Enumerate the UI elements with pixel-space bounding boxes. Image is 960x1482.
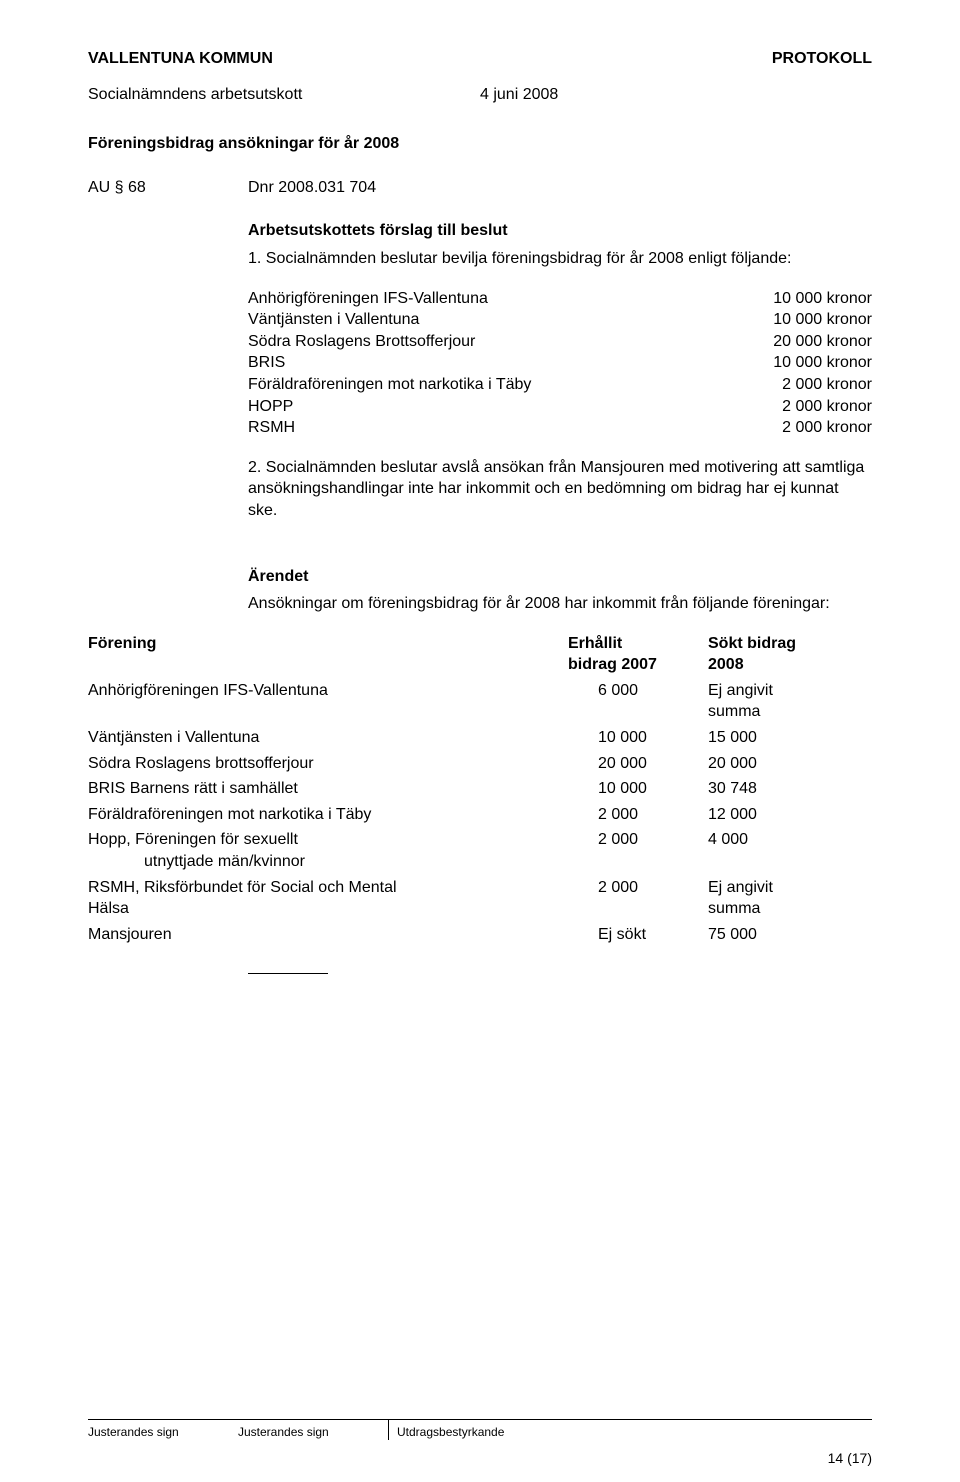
grant-name: Södra Roslagens Brottsofferjour bbox=[248, 331, 732, 353]
grant-name: HOPP bbox=[248, 396, 732, 418]
cell-2007: 20 000 bbox=[568, 753, 708, 775]
spacer bbox=[248, 540, 872, 566]
proposal-heading: Arbetsutskottets förslag till beslut bbox=[248, 220, 872, 242]
cell-2008: 30 748 bbox=[708, 778, 872, 800]
col-sokt-l1: Sökt bidrag bbox=[708, 633, 872, 655]
grant-amount: 10 000 kronor bbox=[732, 309, 872, 331]
grant-row: HOPP 2 000 kronor bbox=[248, 396, 872, 418]
cell-2007: 10 000 bbox=[568, 778, 708, 800]
cell-2007: 6 000 bbox=[568, 680, 708, 723]
grant-list: Anhörigföreningen IFS-Vallentuna 10 000 … bbox=[248, 288, 872, 439]
cell-name: Hopp, Föreningen för sexuellt utnyttjade… bbox=[88, 829, 568, 872]
grant-amount: 2 000 kronor bbox=[732, 396, 872, 418]
cell-2008-l2: summa bbox=[708, 898, 872, 920]
footer: Justerandes sign Justerandes sign Utdrag… bbox=[88, 1419, 872, 1440]
cell-2008: 75 000 bbox=[708, 924, 872, 946]
cell-2007: 2 000 bbox=[568, 829, 708, 872]
cell-2008: 20 000 bbox=[708, 753, 872, 775]
grant-name: Föräldraföreningen mot narkotika i Täby bbox=[248, 374, 732, 396]
page-number: 14 (17) bbox=[828, 1449, 872, 1468]
footer-sign-2: Justerandes sign bbox=[238, 1420, 388, 1440]
col-erhallit: Erhållit bidrag 2007 bbox=[568, 633, 708, 676]
table-row: Mansjouren Ej sökt 75 000 bbox=[88, 924, 872, 946]
cell-name-l2: utnyttjade män/kvinnor bbox=[88, 851, 568, 873]
grant-name: Anhörigföreningen IFS-Vallentuna bbox=[248, 288, 732, 310]
meeting-date: 4 juni 2008 bbox=[480, 84, 558, 106]
table-row: Anhörigföreningen IFS-Vallentuna 6 000 E… bbox=[88, 680, 872, 723]
cell-2007: Ej sökt bbox=[568, 924, 708, 946]
page: VALLENTUNA KOMMUN PROTOKOLL Socialnämnde… bbox=[0, 0, 960, 1482]
grant-row: Anhörigföreningen IFS-Vallentuna 10 000 … bbox=[248, 288, 872, 310]
col-erhallit-l1: Erhållit bbox=[568, 633, 708, 655]
table-row: RSMH, Riksförbundet för Social och Menta… bbox=[88, 877, 872, 920]
grant-row: Föräldraföreningen mot narkotika i Täby … bbox=[248, 374, 872, 396]
grant-row: RSMH 2 000 kronor bbox=[248, 417, 872, 439]
cell-2008: Ej angivit summa bbox=[708, 877, 872, 920]
col-sokt-l2: 2008 bbox=[708, 654, 872, 676]
grant-amount: 10 000 kronor bbox=[732, 288, 872, 310]
proposal-item-1: 1. Socialnämnden beslutar bevilja föreni… bbox=[248, 248, 872, 270]
cell-name: Anhörigföreningen IFS-Vallentuna bbox=[88, 680, 568, 723]
cell-name-l1: Hopp, Föreningen för sexuellt bbox=[88, 829, 568, 851]
bidrag-table: Förening Erhållit bidrag 2007 Sökt bidra… bbox=[88, 633, 872, 946]
grant-row: BRIS 10 000 kronor bbox=[248, 352, 872, 374]
col-erhallit-l2: bidrag 2007 bbox=[568, 654, 708, 676]
grant-row: Södra Roslagens Brottsofferjour 20 000 k… bbox=[248, 331, 872, 353]
table-row: Södra Roslagens brottsofferjour 20 000 2… bbox=[88, 753, 872, 775]
agenda-title: Föreningsbidrag ansökningar för år 2008 bbox=[88, 133, 872, 155]
grant-amount: 20 000 kronor bbox=[732, 331, 872, 353]
au-number: AU § 68 bbox=[88, 177, 248, 199]
cell-2007: 2 000 bbox=[568, 804, 708, 826]
col-sokt: Sökt bidrag 2008 bbox=[708, 633, 872, 676]
cell-name: BRIS Barnens rätt i samhället bbox=[88, 778, 568, 800]
org-name: VALLENTUNA KOMMUN bbox=[88, 48, 273, 70]
proposal-block: Arbetsutskottets förslag till beslut 1. … bbox=[248, 220, 872, 614]
dnr: Dnr 2008.031 704 bbox=[248, 177, 376, 199]
cell-2008: 15 000 bbox=[708, 727, 872, 749]
grant-amount: 2 000 kronor bbox=[732, 417, 872, 439]
table-row: Föräldraföreningen mot narkotika i Täby … bbox=[88, 804, 872, 826]
cell-name: Föräldraföreningen mot narkotika i Täby bbox=[88, 804, 568, 826]
cell-2008: Ej angivit summa bbox=[708, 680, 872, 723]
grant-name: Väntjänsten i Vallentuna bbox=[248, 309, 732, 331]
cell-name-l1: RSMH, Riksförbundet för Social och Menta… bbox=[88, 877, 568, 899]
divider-line bbox=[248, 973, 328, 974]
col-forening: Förening bbox=[88, 633, 568, 676]
footer-sign-1: Justerandes sign bbox=[88, 1420, 238, 1440]
doc-type: PROTOKOLL bbox=[772, 48, 872, 70]
committee-name: Socialnämndens arbetsutskott bbox=[88, 84, 480, 106]
cell-name: RSMH, Riksförbundet för Social och Menta… bbox=[88, 877, 568, 920]
cell-name-l2: Hälsa bbox=[88, 898, 568, 920]
cell-2008-l1: Ej angivit bbox=[708, 680, 872, 702]
grant-row: Väntjänsten i Vallentuna 10 000 kronor bbox=[248, 309, 872, 331]
cell-2008-l2: summa bbox=[708, 701, 872, 723]
meta-row: AU § 68 Dnr 2008.031 704 bbox=[88, 177, 872, 199]
table-row: Hopp, Föreningen för sexuellt utnyttjade… bbox=[88, 829, 872, 872]
table-row: Väntjänsten i Vallentuna 10 000 15 000 bbox=[88, 727, 872, 749]
footer-line: Justerandes sign Justerandes sign Utdrag… bbox=[88, 1419, 872, 1440]
proposal-item-2: 2. Socialnämnden beslutar avslå ansökan … bbox=[248, 457, 872, 522]
grant-amount: 10 000 kronor bbox=[732, 352, 872, 374]
cell-name: Väntjänsten i Vallentuna bbox=[88, 727, 568, 749]
grant-name: RSMH bbox=[248, 417, 732, 439]
grant-amount: 2 000 kronor bbox=[732, 374, 872, 396]
footer-utdrag: Utdragsbestyrkande bbox=[388, 1420, 872, 1440]
cell-name: Mansjouren bbox=[88, 924, 568, 946]
cell-name: Södra Roslagens brottsofferjour bbox=[88, 753, 568, 775]
cell-2007: 2 000 bbox=[568, 877, 708, 920]
grant-name: BRIS bbox=[248, 352, 732, 374]
table-row: BRIS Barnens rätt i samhället 10 000 30 … bbox=[88, 778, 872, 800]
cell-2008: 4 000 bbox=[708, 829, 872, 872]
header-row: VALLENTUNA KOMMUN PROTOKOLL bbox=[88, 48, 872, 70]
cell-2008: 12 000 bbox=[708, 804, 872, 826]
cell-2007: 10 000 bbox=[568, 727, 708, 749]
cell-2008-l1: Ej angivit bbox=[708, 877, 872, 899]
table-header: Förening Erhållit bidrag 2007 Sökt bidra… bbox=[88, 633, 872, 676]
arende-intro: Ansökningar om föreningsbidrag för år 20… bbox=[248, 593, 872, 615]
arende-heading: Ärendet bbox=[248, 566, 872, 588]
subheader-row: Socialnämndens arbetsutskott 4 juni 2008 bbox=[88, 84, 872, 106]
